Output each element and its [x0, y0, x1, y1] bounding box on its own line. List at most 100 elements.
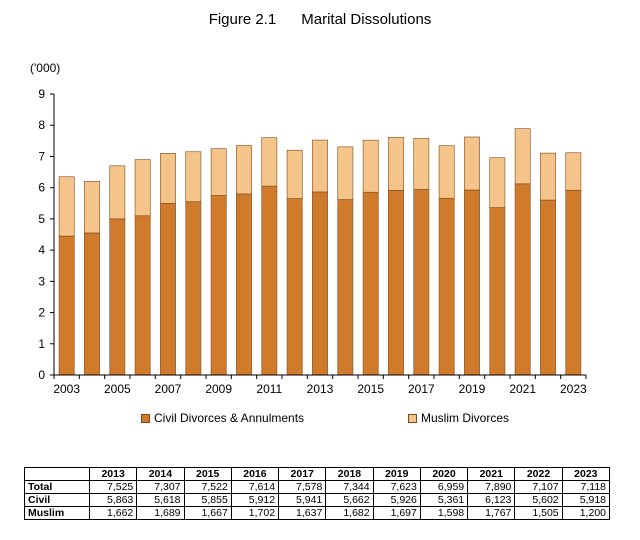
- table-cell: 1,682: [325, 506, 374, 520]
- bar-civil-2015: [362, 191, 379, 376]
- table-cell: 7,890: [467, 480, 516, 494]
- table-year-header: 2016: [230, 467, 280, 481]
- x-tick-label: 2003: [53, 382, 80, 396]
- table-row: Muslim 1,662 1,689 1,667 1,702 1,637 1,682 1,69…: [24, 506, 611, 520]
- legend-label-civil: Civil Divorces & Annulments: [154, 411, 305, 425]
- bar-muslim-2006: [134, 159, 151, 217]
- x-tick-label: 2007: [155, 382, 182, 396]
- legend: Civil Divorces & Annulments Muslim Divor…: [0, 411, 640, 429]
- table-cell: 5,602: [514, 493, 563, 507]
- table-cell: 1,200: [561, 506, 611, 520]
- table-cell: 1,667: [183, 506, 232, 520]
- legend-item-civil: Civil Divorces & Annulments: [141, 411, 304, 425]
- bar-civil-2006: [134, 215, 151, 376]
- bar-civil-2022: [540, 199, 556, 376]
- y-tick-label: 8: [38, 118, 45, 132]
- x-tick-label: 2015: [357, 382, 384, 396]
- data-table-body: 2013 2014 2015 2016 2017 2018 2019 2020 2021 2022…: [24, 467, 611, 520]
- bar-muslim-2011: [261, 137, 278, 187]
- bar-series: [58, 128, 582, 376]
- bar-muslim-2016: [388, 136, 404, 191]
- bar-muslim-2010: [236, 145, 252, 195]
- bar-muslim-2009: [210, 148, 227, 196]
- legend-swatch-muslim: [408, 413, 417, 423]
- table-cell: 5,863: [88, 493, 138, 507]
- bar-muslim-2007: [160, 153, 176, 204]
- y-tick-label: 2: [38, 306, 45, 320]
- bar-muslim-2021: [514, 128, 531, 185]
- bar-muslim-2020: [489, 157, 506, 208]
- x-tick-label: 2019: [459, 382, 486, 396]
- x-tick-label: 2005: [104, 382, 131, 396]
- bar-civil-2011: [261, 185, 278, 376]
- bar-muslim-2005: [109, 165, 126, 220]
- table-cell: 7,578: [278, 480, 327, 494]
- table-cell: 6,123: [467, 493, 516, 507]
- table-corner-cell: [24, 467, 90, 481]
- table-cell: 1,697: [372, 506, 421, 520]
- table-cell: 5,618: [136, 493, 185, 507]
- table-year-header: 2017: [278, 467, 327, 481]
- bar-civil-2016: [388, 190, 404, 376]
- bar-muslim-2013: [312, 139, 328, 193]
- x-tick-label: 2023: [560, 382, 587, 396]
- y-tick-label: 6: [38, 181, 45, 195]
- bar-muslim-2022: [540, 152, 556, 201]
- bar-civil-2010: [236, 193, 252, 376]
- bar-civil-2009: [210, 195, 227, 376]
- figure-title: Marital Dissolutions: [301, 11, 432, 28]
- bar-civil-2021: [514, 183, 531, 376]
- bar-muslim-2023: [565, 152, 582, 191]
- table-year-header: 2014: [136, 467, 185, 481]
- table-row: Civil 5,863 5,618 5,855 5,912 5,941 5,662 5,926…: [24, 493, 611, 507]
- bar-civil-2014: [337, 199, 354, 376]
- table-cell: 1,662: [88, 506, 138, 520]
- table-cell: 5,855: [183, 493, 232, 507]
- table-cell: 1,505: [514, 506, 563, 520]
- legend-swatch-civil: [141, 413, 150, 423]
- bar-civil-2005: [109, 218, 126, 376]
- bar-civil-2012: [286, 198, 303, 376]
- bar-muslim-2008: [185, 151, 202, 203]
- bar-civil-2023: [565, 189, 582, 376]
- bar-civil-2004: [84, 232, 100, 376]
- y-tick-label: 1: [38, 337, 45, 351]
- bar-muslim-2018: [438, 145, 455, 199]
- bar-muslim-2004: [84, 181, 100, 234]
- bar-muslim-2014: [337, 146, 354, 200]
- table-cell: 7,107: [514, 480, 563, 494]
- table-cell: 1,689: [136, 506, 185, 520]
- table-cell: 5,912: [230, 493, 280, 507]
- bar-civil-2003: [58, 235, 75, 376]
- bar-civil-2020: [489, 207, 506, 376]
- bar-civil-2019: [464, 189, 480, 376]
- bar-muslim-2015: [362, 139, 379, 193]
- x-tick-label: 2013: [307, 382, 334, 396]
- table-row-label: Total: [24, 480, 90, 494]
- bar-civil-2017: [413, 189, 430, 376]
- x-axis: 2003 2005 2007 2009 2011 2013 2015 2017 2019 2021…: [53, 374, 587, 396]
- table-cell: 5,941: [278, 493, 327, 507]
- table-cell: 7,522: [183, 480, 232, 494]
- table-row-label: Muslim: [24, 506, 90, 520]
- table-year-header: 2023: [561, 467, 611, 481]
- y-tick-label: 5: [38, 212, 45, 226]
- table-cell: 1,767: [467, 506, 516, 520]
- x-tick-label: 2017: [408, 382, 435, 396]
- table-year-header: 2021: [467, 467, 516, 481]
- table-year-header: 2018: [325, 467, 374, 481]
- bar-muslim-2012: [286, 149, 303, 199]
- table-cell: 7,623: [372, 480, 421, 494]
- bar-civil-2008: [185, 201, 202, 376]
- table-row: Total 7,525 7,307 7,522 7,614 7,578 7,344 7,623…: [24, 480, 611, 494]
- bar-civil-2007: [160, 202, 176, 376]
- table-year-header: 2015: [183, 467, 232, 481]
- table-cell: 7,525: [88, 480, 138, 494]
- table-year-header: 2013: [88, 467, 138, 481]
- bar-muslim-2019: [464, 136, 480, 191]
- table-cell: 7,344: [325, 480, 374, 494]
- table-cell: 1,637: [278, 506, 327, 520]
- table-cell: 5,361: [419, 493, 469, 507]
- bar-civil-2018: [438, 197, 455, 376]
- y-axis: 0 1 2 3 4 5 6 7 8 9: [38, 87, 55, 382]
